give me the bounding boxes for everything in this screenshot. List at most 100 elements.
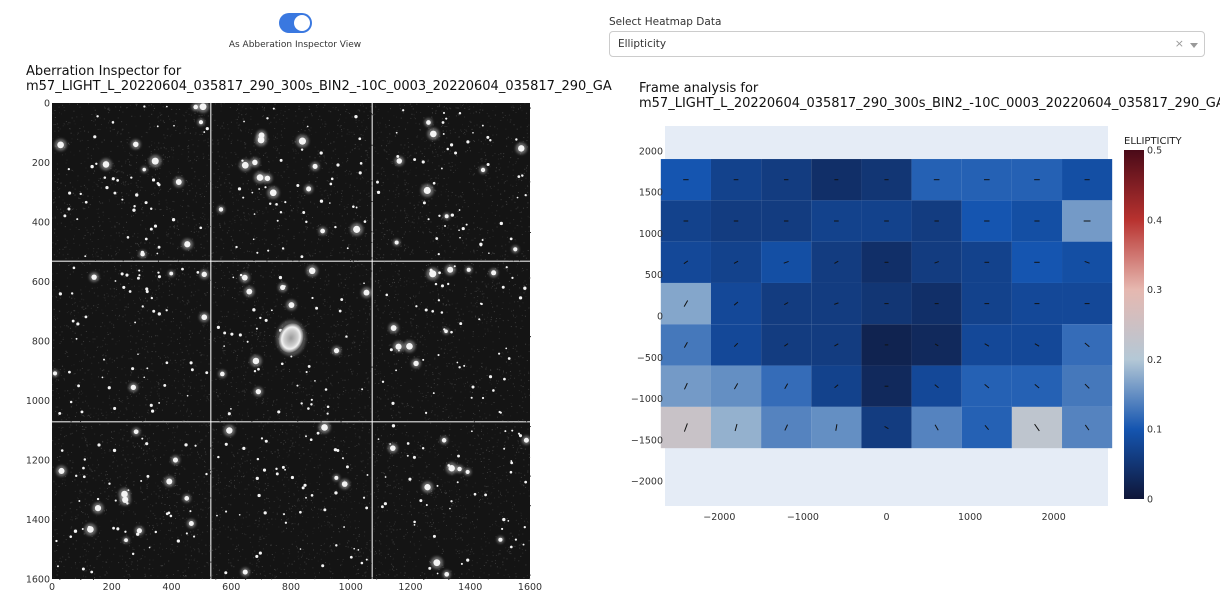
y-tick-label: 1200 bbox=[26, 456, 50, 467]
image-tile bbox=[211, 103, 373, 262]
ellipticity-vector bbox=[835, 424, 838, 431]
heatmap-select-label: Select Heatmap Data bbox=[609, 16, 722, 28]
x-tick-label: −2000 bbox=[703, 512, 735, 523]
y-tick-label: −500 bbox=[637, 353, 663, 364]
aberration-inspector-plot[interactable]: 0 200 400 600 800 1000 1200 1400 1600 0 200 400 600… bbox=[0, 0, 610, 605]
ellipticity-vector bbox=[834, 343, 839, 347]
ellipticity-vector bbox=[834, 384, 839, 389]
aberration-title-line1: Aberration Inspector for bbox=[26, 64, 182, 79]
ellipticity-vector bbox=[1034, 343, 1040, 347]
chevron-down-icon[interactable] bbox=[1190, 43, 1198, 48]
ellipticity-vector bbox=[1034, 423, 1040, 432]
ellipticity-vector bbox=[934, 343, 939, 347]
y-tick-label: 1500 bbox=[639, 188, 663, 199]
x-tick-label: 1000 bbox=[339, 582, 363, 593]
y-tick-label: 0 bbox=[44, 99, 50, 110]
heatmap-y-axis: 2000 1500 1000 500 0 −500 −1000 −1500 −2000 bbox=[631, 146, 663, 487]
ellipticity-vector bbox=[934, 384, 939, 389]
y-tick-label: 2000 bbox=[639, 146, 663, 157]
ellipticity-vector bbox=[733, 383, 739, 390]
y-tick-label: 1000 bbox=[26, 396, 50, 407]
colorbar-gradient bbox=[1124, 150, 1144, 499]
aberration-title-line2: m57_LIGHT_L_20220604_035817_290_300s_BIN… bbox=[26, 79, 612, 94]
x-tick-label: 1600 bbox=[518, 582, 542, 593]
image-tile bbox=[372, 261, 531, 423]
frame-analysis-title-line1: Frame analysis for bbox=[639, 81, 759, 96]
ellipticity-vector bbox=[683, 423, 688, 432]
x-tick-label: 1400 bbox=[458, 582, 482, 593]
ellipticity-vector bbox=[984, 425, 989, 431]
y-tick-label: −2000 bbox=[631, 477, 663, 488]
image-tile bbox=[372, 422, 531, 580]
x-tick-label: −1000 bbox=[787, 512, 819, 523]
heatmap-x-axis: −2000 −1000 0 1000 2000 bbox=[703, 512, 1066, 523]
colorbar-tick-label: 0.3 bbox=[1147, 285, 1162, 296]
x-tick-label: 2000 bbox=[1042, 512, 1066, 523]
ellipticity-vector bbox=[834, 260, 839, 264]
ellipticity-vector bbox=[884, 425, 889, 430]
image-tile bbox=[52, 100, 211, 262]
y-tick-label: 400 bbox=[32, 218, 50, 229]
view-toggle[interactable] bbox=[279, 13, 312, 33]
ellipticity-vector bbox=[984, 343, 990, 347]
image-tile bbox=[52, 422, 212, 580]
toggle-label: As Abberation Inspector View bbox=[228, 40, 362, 50]
ellipticity-vector bbox=[784, 424, 788, 431]
colorbar-tick-label: 0.1 bbox=[1147, 425, 1162, 436]
colorbar-title: ELLIPTICITY bbox=[1124, 136, 1183, 147]
heatmap-select[interactable]: Ellipticity × bbox=[609, 31, 1205, 57]
x-tick-label: 0 bbox=[49, 582, 55, 593]
clear-icon[interactable]: × bbox=[1174, 37, 1184, 50]
ellipticity-vector bbox=[784, 302, 789, 306]
ellipticity-vector bbox=[733, 260, 739, 264]
image-tiles bbox=[51, 100, 531, 580]
ellipticity-vector bbox=[1034, 384, 1040, 389]
frame-analysis-title-line2: m57_LIGHT_L_20220604_035817_290_300s_BIN… bbox=[639, 96, 1220, 111]
x-tick-label: 0 bbox=[883, 512, 889, 523]
toggle-knob bbox=[294, 15, 310, 31]
ellipticity-heatmap[interactable]: −2000 −1000 0 1000 2000 2000 1500 1000 500 0 −500… bbox=[600, 110, 1220, 530]
heatmap-select-value: Ellipticity bbox=[618, 38, 667, 50]
ellipticity-vector bbox=[1084, 342, 1090, 348]
ellipticity-vector bbox=[683, 300, 689, 307]
left-y-axis: 0 200 400 600 800 1000 1200 1400 1600 bbox=[26, 99, 50, 586]
y-tick-label: 800 bbox=[32, 337, 50, 348]
x-tick-label: 1000 bbox=[958, 512, 982, 523]
ellipticity-vector bbox=[683, 342, 688, 348]
image-tile bbox=[51, 261, 211, 423]
colorbar-tick-label: 0 bbox=[1147, 495, 1153, 506]
ellipticity-vector bbox=[683, 382, 688, 390]
x-tick-label: 1200 bbox=[398, 582, 422, 593]
ellipticity-vector bbox=[783, 260, 789, 264]
y-tick-label: 500 bbox=[645, 270, 663, 281]
y-tick-label: 1000 bbox=[639, 229, 663, 240]
x-tick-label: 600 bbox=[222, 582, 240, 593]
left-x-axis: 0 200 400 600 800 1000 1200 1400 1600 bbox=[49, 582, 542, 593]
ellipticity-vector bbox=[934, 261, 939, 264]
image-tile bbox=[211, 421, 373, 580]
aberration-title: Aberration Inspector for m57_LIGHT_L_202… bbox=[26, 64, 612, 94]
ellipticity-vector bbox=[834, 302, 839, 305]
ellipticity-vector bbox=[984, 384, 990, 389]
y-tick-label: −1000 bbox=[631, 394, 663, 405]
ellipticity-vector bbox=[1084, 424, 1090, 431]
image-tile bbox=[372, 103, 531, 262]
x-tick-label: 400 bbox=[162, 582, 180, 593]
colorbar-tick-label: 0.2 bbox=[1147, 355, 1162, 366]
ellipticity-vector bbox=[733, 301, 739, 306]
y-tick-label: 200 bbox=[32, 158, 50, 169]
ellipticity-vector bbox=[1084, 260, 1090, 264]
image-tile bbox=[211, 261, 373, 423]
colorbar-tick-label: 0.4 bbox=[1147, 215, 1162, 226]
ellipticity-vector bbox=[784, 343, 789, 347]
ellipticity-vector bbox=[733, 342, 739, 348]
x-tick-label: 800 bbox=[282, 582, 300, 593]
y-tick-label: −1500 bbox=[631, 435, 663, 446]
y-tick-label: 600 bbox=[32, 277, 50, 288]
y-tick-label: 1600 bbox=[26, 575, 50, 586]
ellipticity-vector bbox=[784, 383, 789, 390]
frame-analysis-title: Frame analysis for m57_LIGHT_L_20220604_… bbox=[639, 81, 1220, 111]
ellipticity-vector bbox=[934, 424, 939, 431]
colorbar-tick-label: 0.5 bbox=[1147, 146, 1162, 157]
